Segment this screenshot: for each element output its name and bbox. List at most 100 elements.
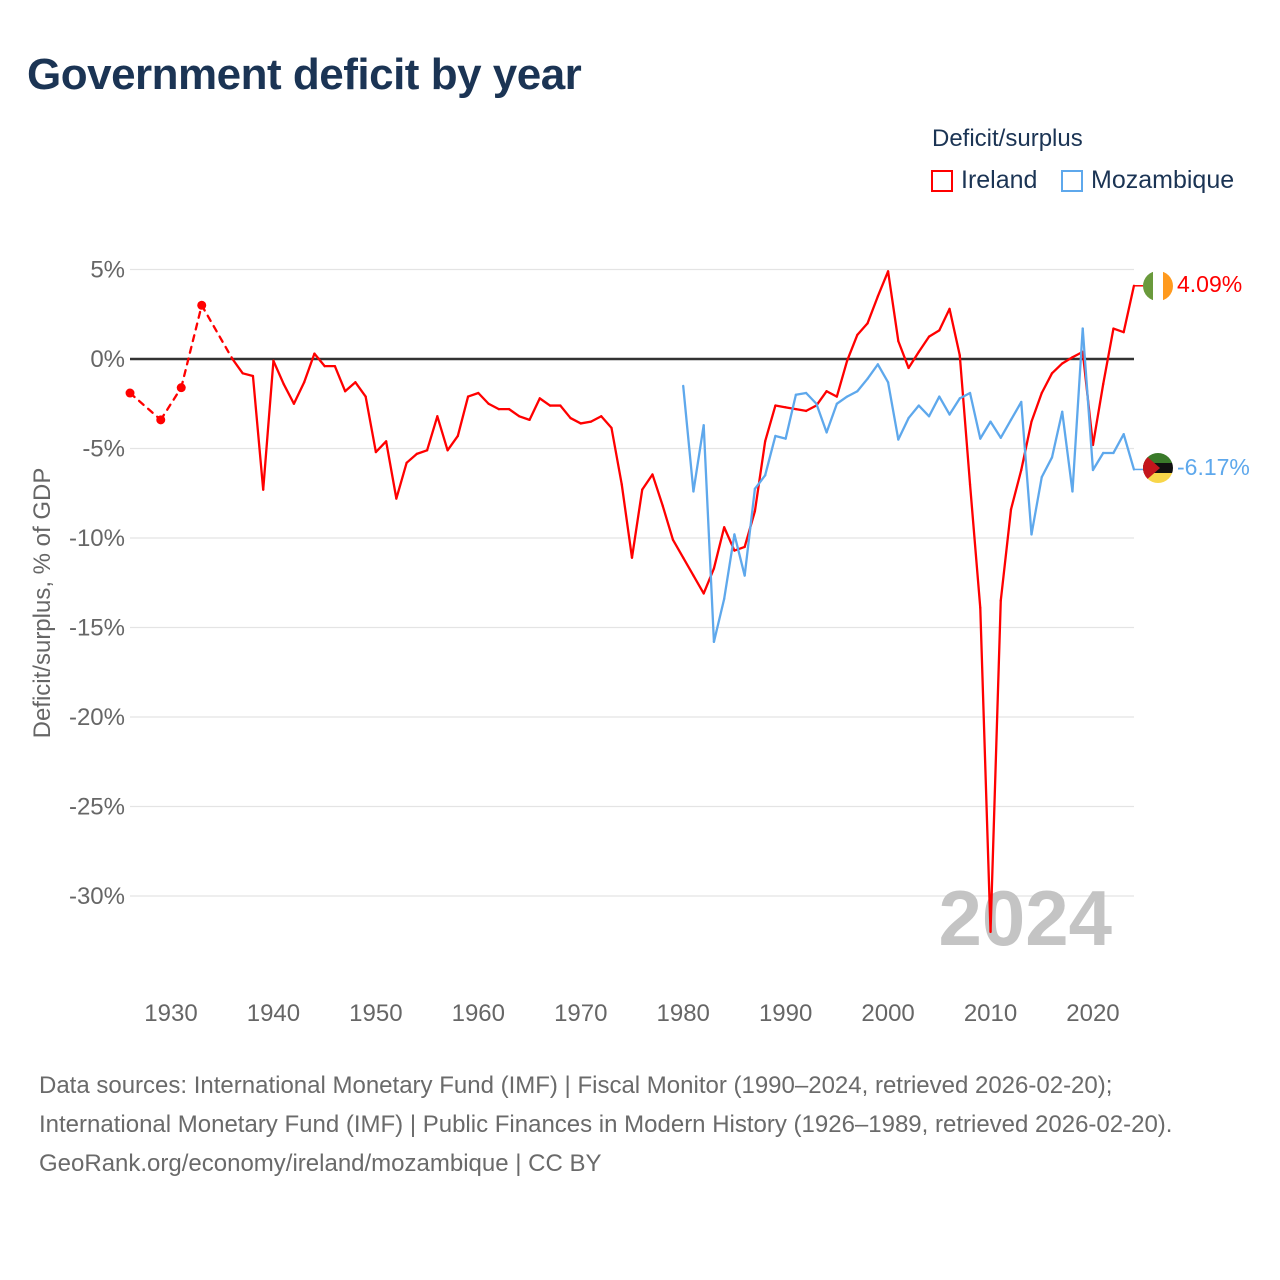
line-segment: [1020, 400, 1033, 536]
line-segment: [845, 390, 859, 398]
line-segment: [384, 440, 398, 500]
line-segment: [241, 372, 255, 378]
line-segment: [856, 377, 869, 393]
line-segment: [702, 567, 716, 595]
line-segment: [343, 381, 357, 393]
y-tick-label: 0%: [90, 346, 125, 373]
line-segment: [897, 416, 910, 441]
series-ireland: [125, 270, 1143, 933]
line-segment: [979, 606, 992, 933]
line-segment: [794, 391, 808, 396]
line-segment: [518, 415, 531, 422]
line-segment: [845, 333, 859, 362]
legend-label: Ireland: [961, 166, 1038, 194]
line-segment: [723, 533, 736, 601]
legend-item-mozambique[interactable]: Mozambique: [1061, 166, 1234, 195]
line-segment: [661, 504, 675, 541]
line-segment: [303, 352, 316, 384]
line-segment: [825, 390, 839, 398]
line-segment: [835, 359, 849, 398]
y-axis-label: Deficit/surplus, % of GDP: [29, 468, 56, 739]
x-tick-label: 1930: [144, 1000, 197, 1027]
line-segment: [856, 322, 869, 336]
x-tick-label: 2020: [1066, 1000, 1119, 1027]
line-segment: [712, 597, 726, 643]
data-sources: Data sources: International Monetary Fun…: [39, 1072, 1173, 1138]
line-segment: [907, 404, 920, 420]
x-tick-label: 1980: [657, 1000, 710, 1027]
line-segment: [979, 420, 992, 440]
line-segment: [764, 404, 777, 443]
mozambique-flag-icon: [1143, 453, 1173, 483]
line-segment: [784, 393, 798, 440]
line-segment: [804, 391, 818, 405]
line-segment: [1091, 382, 1105, 447]
series-mozambique: [682, 327, 1143, 643]
line-segment: [958, 354, 972, 486]
line-segment: [876, 270, 890, 298]
line-segment: [559, 404, 572, 420]
data-point: [156, 415, 166, 425]
line-segment: [487, 402, 500, 411]
line-segment: [774, 434, 787, 440]
line-segment: [282, 382, 296, 405]
line-segment: [1030, 391, 1043, 423]
line-segment: [753, 440, 767, 513]
y-tick-label: -10%: [69, 525, 125, 552]
line-segment: [333, 365, 347, 393]
mozambique-end-label: -6.17%: [1177, 454, 1250, 480]
line-segment: [1061, 356, 1074, 365]
line-segment: [917, 404, 931, 418]
line-segment: [948, 397, 961, 416]
x-tick-label: 1970: [554, 1000, 607, 1027]
data-point: [176, 383, 186, 393]
line-segment: [866, 295, 879, 325]
legend-item-ireland[interactable]: Ireland: [931, 166, 1037, 195]
line-segment: [1071, 327, 1084, 493]
line-segment: [958, 391, 972, 400]
line-segment: [477, 391, 490, 405]
ireland-end-label: 4.09%: [1177, 271, 1242, 297]
line-segment: [938, 395, 951, 416]
line-segment: [579, 420, 593, 425]
footer: Data sources: International Monetary Fun…: [39, 1066, 1249, 1183]
x-tick-label: 1950: [349, 1000, 402, 1027]
line-segment: [630, 488, 644, 559]
line-segment: [989, 599, 1002, 933]
line-segment: [128, 391, 162, 422]
line-segment: [1122, 433, 1136, 471]
line-segment: [927, 395, 941, 418]
credit-link[interactable]: GeoRank.org/economy/ireland/mozambique |…: [39, 1150, 602, 1177]
line-segment: [968, 391, 982, 440]
line-segment: [999, 418, 1013, 439]
line-segment: [507, 407, 521, 418]
line-segment: [528, 397, 541, 422]
line-segment: [456, 395, 470, 438]
line-segment: [794, 407, 808, 413]
line-segment: [600, 415, 613, 430]
x-tick-label: 1940: [247, 1000, 300, 1027]
line-segment: [804, 404, 818, 413]
data-point: [125, 388, 135, 398]
line-segment: [1102, 327, 1115, 386]
line-segment: [743, 487, 757, 577]
line-segment: [651, 473, 664, 507]
line-segment: [1040, 456, 1054, 479]
line-segment: [671, 538, 685, 559]
line-segment: [231, 357, 244, 375]
ireland-flag-icon: [1143, 271, 1173, 301]
line-segment: [774, 404, 787, 409]
line-segment: [395, 461, 408, 500]
line-segment: [753, 474, 767, 490]
y-tick-label: -15%: [69, 615, 125, 642]
line-segment: [886, 270, 900, 343]
line-segment: [989, 420, 1002, 439]
line-segment: [251, 374, 265, 491]
legend-label: Mozambique: [1091, 166, 1235, 194]
line-segment: [733, 533, 746, 577]
line-segment: [354, 381, 367, 398]
line-segment: [968, 483, 982, 609]
line-segment: [313, 352, 326, 368]
line-segment: [364, 395, 378, 454]
mozambique-swatch: [1061, 169, 1083, 192]
